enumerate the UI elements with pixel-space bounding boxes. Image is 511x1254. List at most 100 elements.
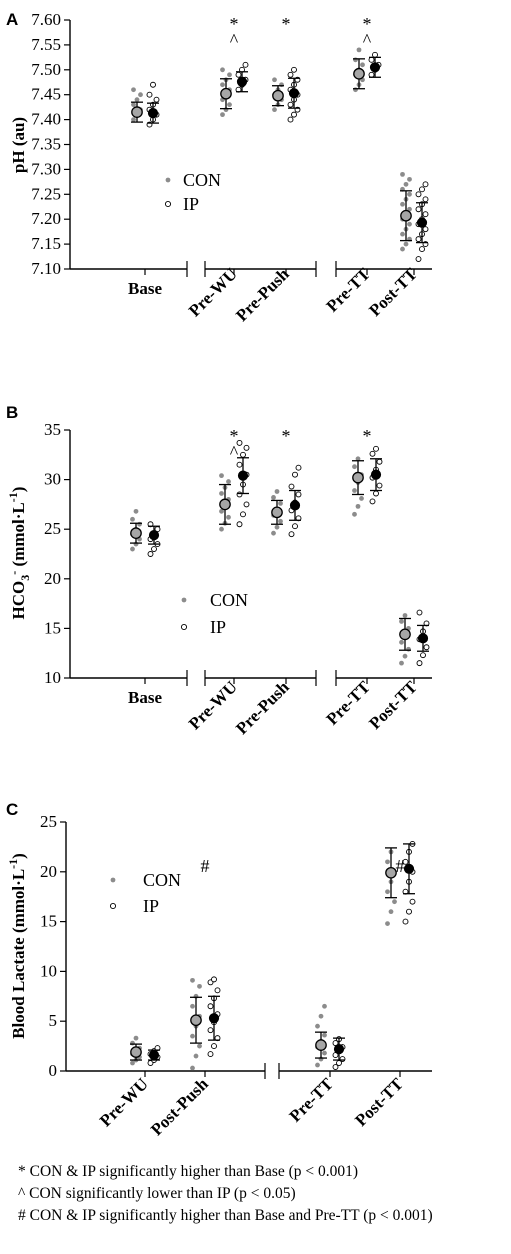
ip-mean-marker xyxy=(403,863,415,874)
significance-marker: ^ xyxy=(363,30,372,50)
con-mean-marker xyxy=(272,89,284,102)
con-point xyxy=(272,107,277,113)
ip-point xyxy=(295,464,302,471)
ip-point xyxy=(242,61,249,68)
ip-point xyxy=(369,450,376,457)
ip-point xyxy=(291,111,297,118)
con-mean-marker xyxy=(131,106,143,118)
significance-marker: * xyxy=(282,426,291,446)
y-axis-title: HCO3- (mmol·L-1) xyxy=(6,487,32,620)
con-point xyxy=(400,246,405,252)
ip-point xyxy=(376,458,383,465)
ip-point xyxy=(419,186,425,193)
ip-point xyxy=(422,226,429,233)
legend-con-label: CON xyxy=(210,590,248,610)
con-point xyxy=(403,241,409,247)
con-mean-marker xyxy=(190,1014,202,1027)
con-point xyxy=(385,921,390,926)
y-tick-label: 20 xyxy=(40,862,57,881)
significance-marker: * xyxy=(230,14,239,34)
con-point xyxy=(402,653,408,659)
y-tick-label: 7.30 xyxy=(31,159,61,178)
ip-point xyxy=(422,211,429,218)
ip-point xyxy=(236,521,243,528)
con-point xyxy=(227,102,232,108)
ip-point xyxy=(288,483,295,490)
y-tick-label: 7.15 xyxy=(31,234,61,253)
ip-point xyxy=(214,987,221,994)
con-mean-marker xyxy=(400,209,412,222)
significance-marker: # xyxy=(396,856,405,876)
ip-mean-marker xyxy=(147,108,159,119)
con-mean-marker xyxy=(219,498,231,511)
con-mean-marker xyxy=(130,1046,142,1058)
ip-point xyxy=(423,644,430,651)
y-axis-title: pH (au) xyxy=(9,117,28,173)
con-point xyxy=(138,92,143,98)
y-axis-title-part: Blood Lactate (mmol·L xyxy=(9,869,28,1039)
ip-point xyxy=(406,908,412,915)
con-point xyxy=(356,47,362,53)
con-point xyxy=(226,479,231,484)
con-point xyxy=(399,639,404,645)
legend-ip-marker xyxy=(109,902,117,910)
y-tick-label: 7.25 xyxy=(31,184,61,203)
y-tick-label: 30 xyxy=(44,470,61,489)
ip-point xyxy=(376,482,383,489)
ip-point xyxy=(291,66,297,73)
ip-point xyxy=(211,976,217,983)
y-tick-label: 7.10 xyxy=(31,259,61,278)
y-axis-title-sup: -1 xyxy=(6,859,20,869)
y-tick-label: 20 xyxy=(44,569,61,588)
ip-point xyxy=(373,490,379,497)
ip-point xyxy=(207,1051,214,1058)
y-tick-label: 10 xyxy=(40,961,57,980)
legend-con-marker xyxy=(110,877,116,883)
con-point xyxy=(400,201,405,207)
con-point xyxy=(355,503,361,509)
y-tick-label: 25 xyxy=(44,519,61,538)
ip-point xyxy=(236,461,243,468)
con-point xyxy=(226,514,231,520)
con-point xyxy=(190,1003,195,1009)
con-point xyxy=(227,72,232,78)
con-mean-marker xyxy=(315,1039,327,1051)
ip-point xyxy=(369,498,376,505)
ip-point xyxy=(339,1056,346,1062)
con-point xyxy=(197,983,202,989)
ip-mean-marker xyxy=(288,88,300,99)
significance-marker: * xyxy=(282,14,291,34)
con-mean-marker xyxy=(385,866,397,879)
ip-point xyxy=(236,439,243,446)
con-point xyxy=(220,112,225,118)
con-point xyxy=(278,518,283,524)
con-point xyxy=(190,1033,195,1039)
ip-point xyxy=(372,51,378,58)
con-point xyxy=(190,1065,195,1071)
legend-con-marker xyxy=(181,597,187,603)
con-point xyxy=(352,464,357,470)
y-axis-title-part: ) xyxy=(9,853,28,859)
con-point xyxy=(315,1023,320,1029)
x-tick-label: Base xyxy=(128,688,162,707)
con-mean-marker xyxy=(353,67,365,80)
y-tick-label: 25 xyxy=(40,812,57,831)
ip-point xyxy=(415,236,422,243)
con-point xyxy=(407,221,412,227)
con-mean-marker xyxy=(399,628,411,641)
con-point xyxy=(220,67,225,73)
con-point xyxy=(407,176,412,182)
con-point xyxy=(353,87,358,93)
con-point xyxy=(190,977,195,983)
significance-marker: # xyxy=(201,856,210,876)
con-point xyxy=(279,82,284,88)
significance-marker: * xyxy=(363,426,372,446)
ip-point xyxy=(422,181,429,188)
ip-point xyxy=(420,652,426,659)
con-point xyxy=(274,524,280,530)
con-point xyxy=(322,1003,327,1009)
con-mean-marker xyxy=(130,527,142,540)
panel-letter: A xyxy=(6,10,18,29)
x-tick-label: Pre-TT xyxy=(286,1074,338,1126)
con-point xyxy=(274,489,280,494)
